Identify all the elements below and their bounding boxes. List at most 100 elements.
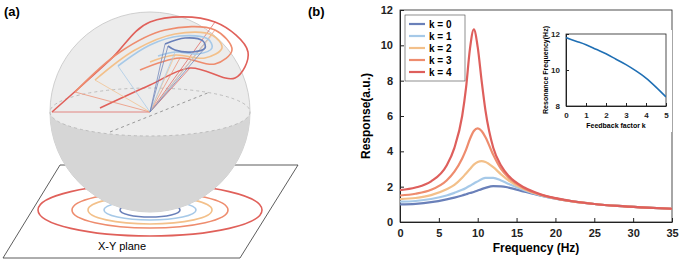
tick: 0 (387, 216, 404, 228)
tick-label: 6 (387, 110, 393, 122)
tick-label: 35 (666, 227, 678, 239)
tick: 20 (550, 218, 562, 239)
tick-label: 1 (584, 111, 589, 120)
tick-mark (666, 103, 667, 106)
legend-label: k = 3 (429, 55, 452, 66)
tick: 5 (664, 103, 669, 120)
tick-mark (566, 70, 569, 71)
tick-mark (400, 45, 404, 46)
tick: 6 (387, 110, 404, 122)
tick: 2 (604, 103, 609, 120)
legend-box (405, 15, 465, 81)
trajectory (52, 17, 248, 112)
y-axis-title: Response(a.u.) (359, 73, 373, 159)
tick: 4 (644, 103, 649, 120)
tick-mark (646, 103, 647, 106)
radius-vector (150, 35, 212, 112)
tick-mark (672, 218, 673, 222)
tick-mark (626, 103, 627, 106)
radius-vector (95, 80, 150, 112)
tick-label: 12 (381, 4, 393, 16)
tick-label: 4 (387, 145, 394, 157)
radius-vector (52, 112, 150, 113)
tick: 8 (387, 75, 404, 87)
plane-label: X-Y plane (98, 240, 146, 252)
tick: 4 (387, 145, 404, 157)
legend-swatch (409, 47, 425, 49)
tick: 1 (584, 103, 589, 120)
axis-line (401, 222, 673, 223)
tick-label: 20 (550, 227, 562, 239)
plot-area (400, 29, 672, 208)
x-axis: 0 5 10 15 20 25 30 35 (397, 218, 678, 239)
tick-label: 10 (381, 39, 393, 51)
plot-frame (400, 10, 672, 222)
tick: 25 (589, 218, 601, 239)
legend-swatch (409, 71, 425, 73)
tick-label: 0 (564, 111, 569, 120)
trajectory (118, 36, 212, 66)
sphere (50, 12, 250, 212)
tick-label: 12 (551, 30, 560, 39)
radius-vector (150, 52, 175, 112)
legend-swatch (409, 35, 425, 37)
tick-mark (400, 187, 404, 188)
x-axis-title: Frequency (Hz) (493, 241, 580, 255)
tick-mark (566, 106, 569, 107)
radius-vector (150, 48, 205, 112)
tick-mark (400, 151, 404, 152)
tick: 15 (511, 218, 523, 239)
tick-label: 25 (589, 227, 601, 239)
tick: 30 (628, 218, 640, 239)
panel-label: (b) (308, 4, 325, 19)
tick: 5 (436, 218, 442, 239)
tick: 3 (624, 103, 629, 120)
tick-label: 5 (664, 111, 669, 120)
plot-area (566, 38, 666, 97)
tick-mark (400, 222, 404, 223)
panel-a: (a) X-Y plane (3, 4, 298, 258)
figure: (a)X-Y plane05101520253035024681012Frequ… (0, 0, 685, 262)
tick-mark (478, 218, 479, 222)
tick-label: 15 (511, 227, 523, 239)
series-line (400, 29, 672, 208)
legend-label: k = 1 (429, 31, 452, 42)
radius-vector (150, 58, 180, 112)
legend: k = 0k = 1k = 2k = 3k = 4 (405, 15, 465, 81)
panel-label: (a) (4, 4, 20, 19)
tick-label: 0 (397, 227, 403, 239)
tick: 10 (381, 39, 404, 51)
lower-hemisphere (50, 112, 250, 212)
tick: 35 (666, 218, 678, 239)
tick-label: 10 (551, 66, 560, 75)
tick: 12 (381, 4, 404, 16)
tick: 10 (472, 218, 484, 239)
radius-vector (150, 39, 208, 112)
main-chart: 05101520253035024681012Frequency (Hz)Res… (308, 4, 679, 255)
tick: 10 (551, 66, 569, 75)
tick-label: 2 (387, 181, 393, 193)
y-axis: 8 10 12 (551, 30, 569, 111)
tick-mark (586, 103, 587, 106)
tick-mark (555, 218, 556, 222)
radius-vector (150, 30, 215, 112)
tick-mark (439, 218, 440, 222)
trajectory (165, 38, 205, 52)
tick-mark (594, 218, 595, 222)
tick-label: 4 (644, 111, 649, 120)
series-line (400, 128, 672, 208)
tick: 8 (556, 102, 569, 111)
plot-frame (566, 34, 666, 106)
radius-vector (150, 46, 168, 112)
tick-label: 30 (628, 227, 640, 239)
tick-mark (400, 10, 404, 11)
tick-mark (606, 103, 607, 106)
tick-label: 3 (624, 111, 629, 120)
tick-mark (400, 81, 404, 82)
tick-mark (400, 116, 404, 117)
legend-swatch (409, 59, 425, 61)
tick-label: 10 (472, 227, 484, 239)
tick-label: 0 (387, 216, 393, 228)
legend-label: k = 2 (429, 43, 452, 54)
legend-label: k = 0 (429, 19, 452, 30)
